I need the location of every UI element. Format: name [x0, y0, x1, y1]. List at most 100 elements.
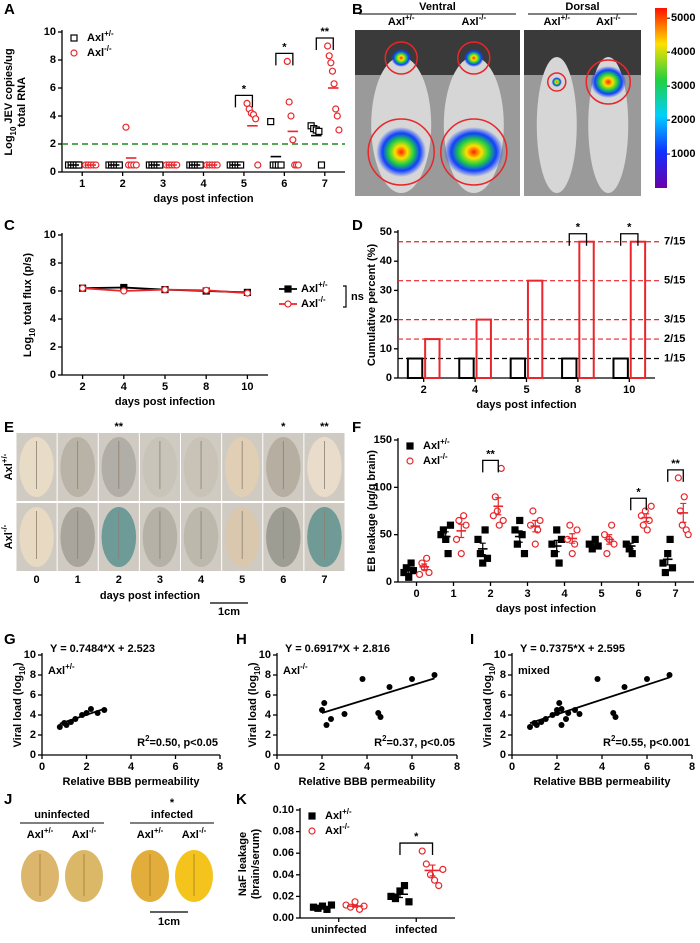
marker — [294, 161, 302, 169]
marker — [553, 526, 561, 534]
marker — [252, 115, 260, 123]
y-tick-label: 30 — [380, 284, 392, 296]
y-tick-label: 40 — [380, 255, 392, 267]
y-tick-label: 10 — [259, 649, 271, 661]
significance-label: * — [627, 222, 632, 234]
x-tick-label: 2 — [487, 588, 493, 600]
marker — [267, 117, 275, 126]
x-tick-label: 4 — [200, 178, 207, 190]
error-bar — [590, 541, 597, 547]
legend-label: Axl-/- — [423, 452, 448, 467]
marker — [202, 286, 210, 294]
point — [612, 714, 619, 720]
group-title: uninfected — [34, 809, 90, 821]
roi — [384, 41, 418, 75]
panel-letter: H — [236, 631, 247, 648]
legend-label: Axl-/- — [301, 295, 326, 310]
point — [377, 714, 384, 720]
marker — [407, 559, 415, 567]
significance-bracket — [620, 233, 639, 246]
image-panel-e: Axl+/- Axl-/- 0 1 2 ** 3 4 5 6 * 7 ** days post infec… — [0, 421, 345, 618]
error-bar — [664, 553, 671, 566]
marker — [462, 521, 470, 529]
marker — [422, 860, 430, 868]
error-bar — [352, 904, 359, 908]
brain-label: Axl+/- — [137, 826, 164, 841]
point — [386, 684, 393, 690]
x-axis-label: days post infection — [100, 590, 201, 602]
error-bar — [627, 542, 634, 550]
mouse — [536, 57, 577, 193]
fit-stats: R2=0.37, p<0.05 — [374, 734, 455, 749]
x-tick-label: 10 — [623, 384, 635, 396]
significance-label: ** — [320, 421, 329, 433]
x-tick-label: 4 — [364, 761, 371, 773]
x-axis-label: Relative BBB permeability — [299, 776, 437, 788]
legend-label: Axl+/- — [325, 807, 352, 822]
y-tick-label: 0.06 — [273, 847, 294, 859]
marker — [132, 161, 140, 169]
point — [533, 722, 540, 728]
error-bar — [479, 542, 486, 556]
x-tick-label: 0 — [413, 588, 419, 600]
fit-line — [529, 676, 670, 725]
day-label: 7 — [321, 574, 327, 586]
marker — [415, 570, 424, 579]
significance-bracket — [315, 37, 334, 50]
y-tick-label: 0 — [30, 749, 36, 761]
row-label: Axl+/- — [0, 453, 15, 480]
marker — [674, 474, 682, 482]
signal — [443, 127, 504, 177]
photo-top — [524, 30, 641, 75]
error-bar — [396, 890, 403, 899]
y-tick-label: 8 — [500, 669, 506, 681]
y-tick-label: 10 — [380, 343, 392, 355]
x-tick-label: 2 — [120, 178, 126, 190]
x-tick-label: 6 — [409, 761, 415, 773]
bar — [561, 357, 578, 379]
marker — [332, 105, 340, 113]
reference-label: 2/15 — [664, 333, 685, 345]
significance-label: * — [576, 222, 581, 234]
point — [563, 716, 569, 722]
point — [558, 706, 565, 712]
marker — [406, 457, 414, 465]
y-tick-label: 6 — [50, 285, 56, 297]
marker — [400, 881, 409, 890]
y-tick-label: 10 — [44, 26, 56, 38]
bar — [406, 357, 424, 379]
significance-label: * — [282, 41, 287, 53]
marker — [457, 549, 465, 558]
panel-letter: A — [4, 1, 15, 18]
y-tick-label: 0 — [386, 576, 392, 588]
y-tick-label: 2 — [50, 341, 56, 353]
fit-stats: R2=0.50, p<0.05 — [137, 734, 218, 749]
y-tick-label: 150 — [374, 434, 392, 446]
point — [558, 722, 565, 728]
day-label: 0 — [34, 574, 40, 586]
y-axis-label: Viral load (log10) — [482, 662, 497, 747]
y-tick-label: 2 — [30, 729, 36, 741]
fit-stats: R2=0.55, p<0.001 — [603, 734, 690, 749]
marker — [531, 540, 539, 548]
significance-bracket — [630, 497, 647, 511]
significance-label: ** — [321, 26, 330, 38]
marker — [495, 521, 503, 529]
marker — [243, 289, 251, 297]
colorbar-label: 2000 — [671, 114, 695, 126]
day-label: 1 — [75, 574, 81, 586]
row-label: Axl-/- — [0, 524, 15, 549]
marker — [254, 161, 262, 169]
brain-label: Axl+/- — [27, 826, 54, 841]
y-axis-label: NaF leakage — [237, 832, 249, 896]
x-tick-label: 6 — [172, 761, 178, 773]
marker — [476, 549, 484, 558]
x-tick-label: 6 — [635, 588, 641, 600]
significance-bracket — [568, 233, 588, 246]
panel-letter: K — [236, 791, 247, 808]
significance-label: ** — [671, 458, 680, 470]
marker — [513, 540, 521, 548]
group-label: Axl-/- — [283, 662, 308, 677]
